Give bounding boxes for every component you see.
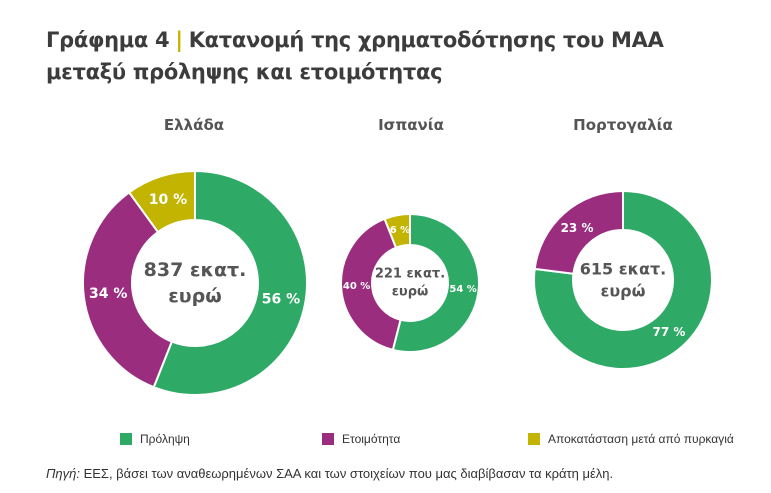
legend-item-prevention: Πρόληψη bbox=[120, 432, 190, 446]
source-note: Πηγή: ΕΕΣ, βάσει των αναθεωρημένων ΣΑΑ κ… bbox=[46, 466, 613, 481]
country-label-portugal: Πορτογαλία bbox=[573, 116, 673, 134]
legend-label-preparedness: Ετοιμότητα bbox=[342, 432, 401, 446]
slice-label-greece-prevention: 56 % bbox=[262, 291, 300, 307]
legend-label-prevention: Πρόληψη bbox=[140, 432, 190, 446]
legend: Πρόληψη Ετοιμότητα Αποκατάσταση μετά από… bbox=[0, 432, 771, 452]
slice-greece-preparedness bbox=[82, 190, 174, 389]
slice-spain-prevention bbox=[391, 212, 480, 353]
title-text: Κατανομή της χρηματοδότησης του ΜΑΑ μετα… bbox=[46, 28, 664, 84]
legend-swatch-preparedness bbox=[322, 433, 334, 445]
center-total-spain: 221 εκατ. bbox=[375, 267, 445, 282]
center-total-portugal: 615 εκατ. bbox=[580, 260, 667, 279]
slice-label-greece-restoration: 10 % bbox=[149, 192, 187, 208]
country-label-spain: Ισπανία bbox=[378, 116, 444, 134]
slice-spain-restoration bbox=[383, 212, 411, 249]
slice-spain-preparedness bbox=[340, 217, 402, 352]
slice-portugal-preparedness bbox=[533, 189, 624, 275]
legend-swatch-prevention bbox=[120, 433, 132, 445]
center-total-greece: ευρώ bbox=[168, 285, 222, 307]
legend-item-preparedness: Ετοιμότητα bbox=[322, 432, 400, 446]
slice-greece-restoration bbox=[127, 169, 196, 234]
title-separator: | bbox=[175, 28, 183, 52]
slice-label-spain-restoration: 6 % bbox=[390, 225, 410, 236]
slice-label-greece-preparedness: 34 % bbox=[89, 286, 127, 302]
legend-label-restoration: Αποκατάσταση μετά από πυρκαγιά bbox=[548, 432, 734, 446]
donut-charts: 56 % 34 % 10 % 837 εκατ. ευρώ 54 % 40 % 6 % 221 … bbox=[82, 169, 713, 396]
slice-label-spain-preparedness: 40 % bbox=[343, 281, 370, 292]
figure-number: Γράφημα 4 bbox=[46, 28, 170, 52]
center-total-spain: ευρώ bbox=[392, 284, 429, 299]
legend-swatch-restoration bbox=[528, 433, 540, 445]
country-label-greece: Ελλάδα bbox=[163, 116, 225, 134]
slice-label-portugal-preparedness: 23 % bbox=[561, 221, 594, 235]
slice-label-portugal-prevention: 77 % bbox=[653, 325, 686, 339]
slice-greece-prevention bbox=[152, 169, 308, 396]
slice-portugal-prevention bbox=[533, 189, 713, 370]
legend-item-restoration: Αποκατάσταση μετά από πυρκαγιά bbox=[528, 432, 734, 446]
center-total-portugal: ευρώ bbox=[600, 281, 645, 300]
center-total-greece: 837 εκατ. bbox=[144, 259, 247, 281]
source-label: Πηγή: bbox=[46, 466, 80, 481]
source-text: ΕΕΣ, βάσει των αναθεωρημένων ΣΑΑ και των… bbox=[79, 466, 614, 481]
slice-label-spain-prevention: 54 % bbox=[449, 284, 476, 295]
chart-title: Γράφημα 4 | Κατανομή της χρηματοδότησης το… bbox=[46, 24, 746, 88]
